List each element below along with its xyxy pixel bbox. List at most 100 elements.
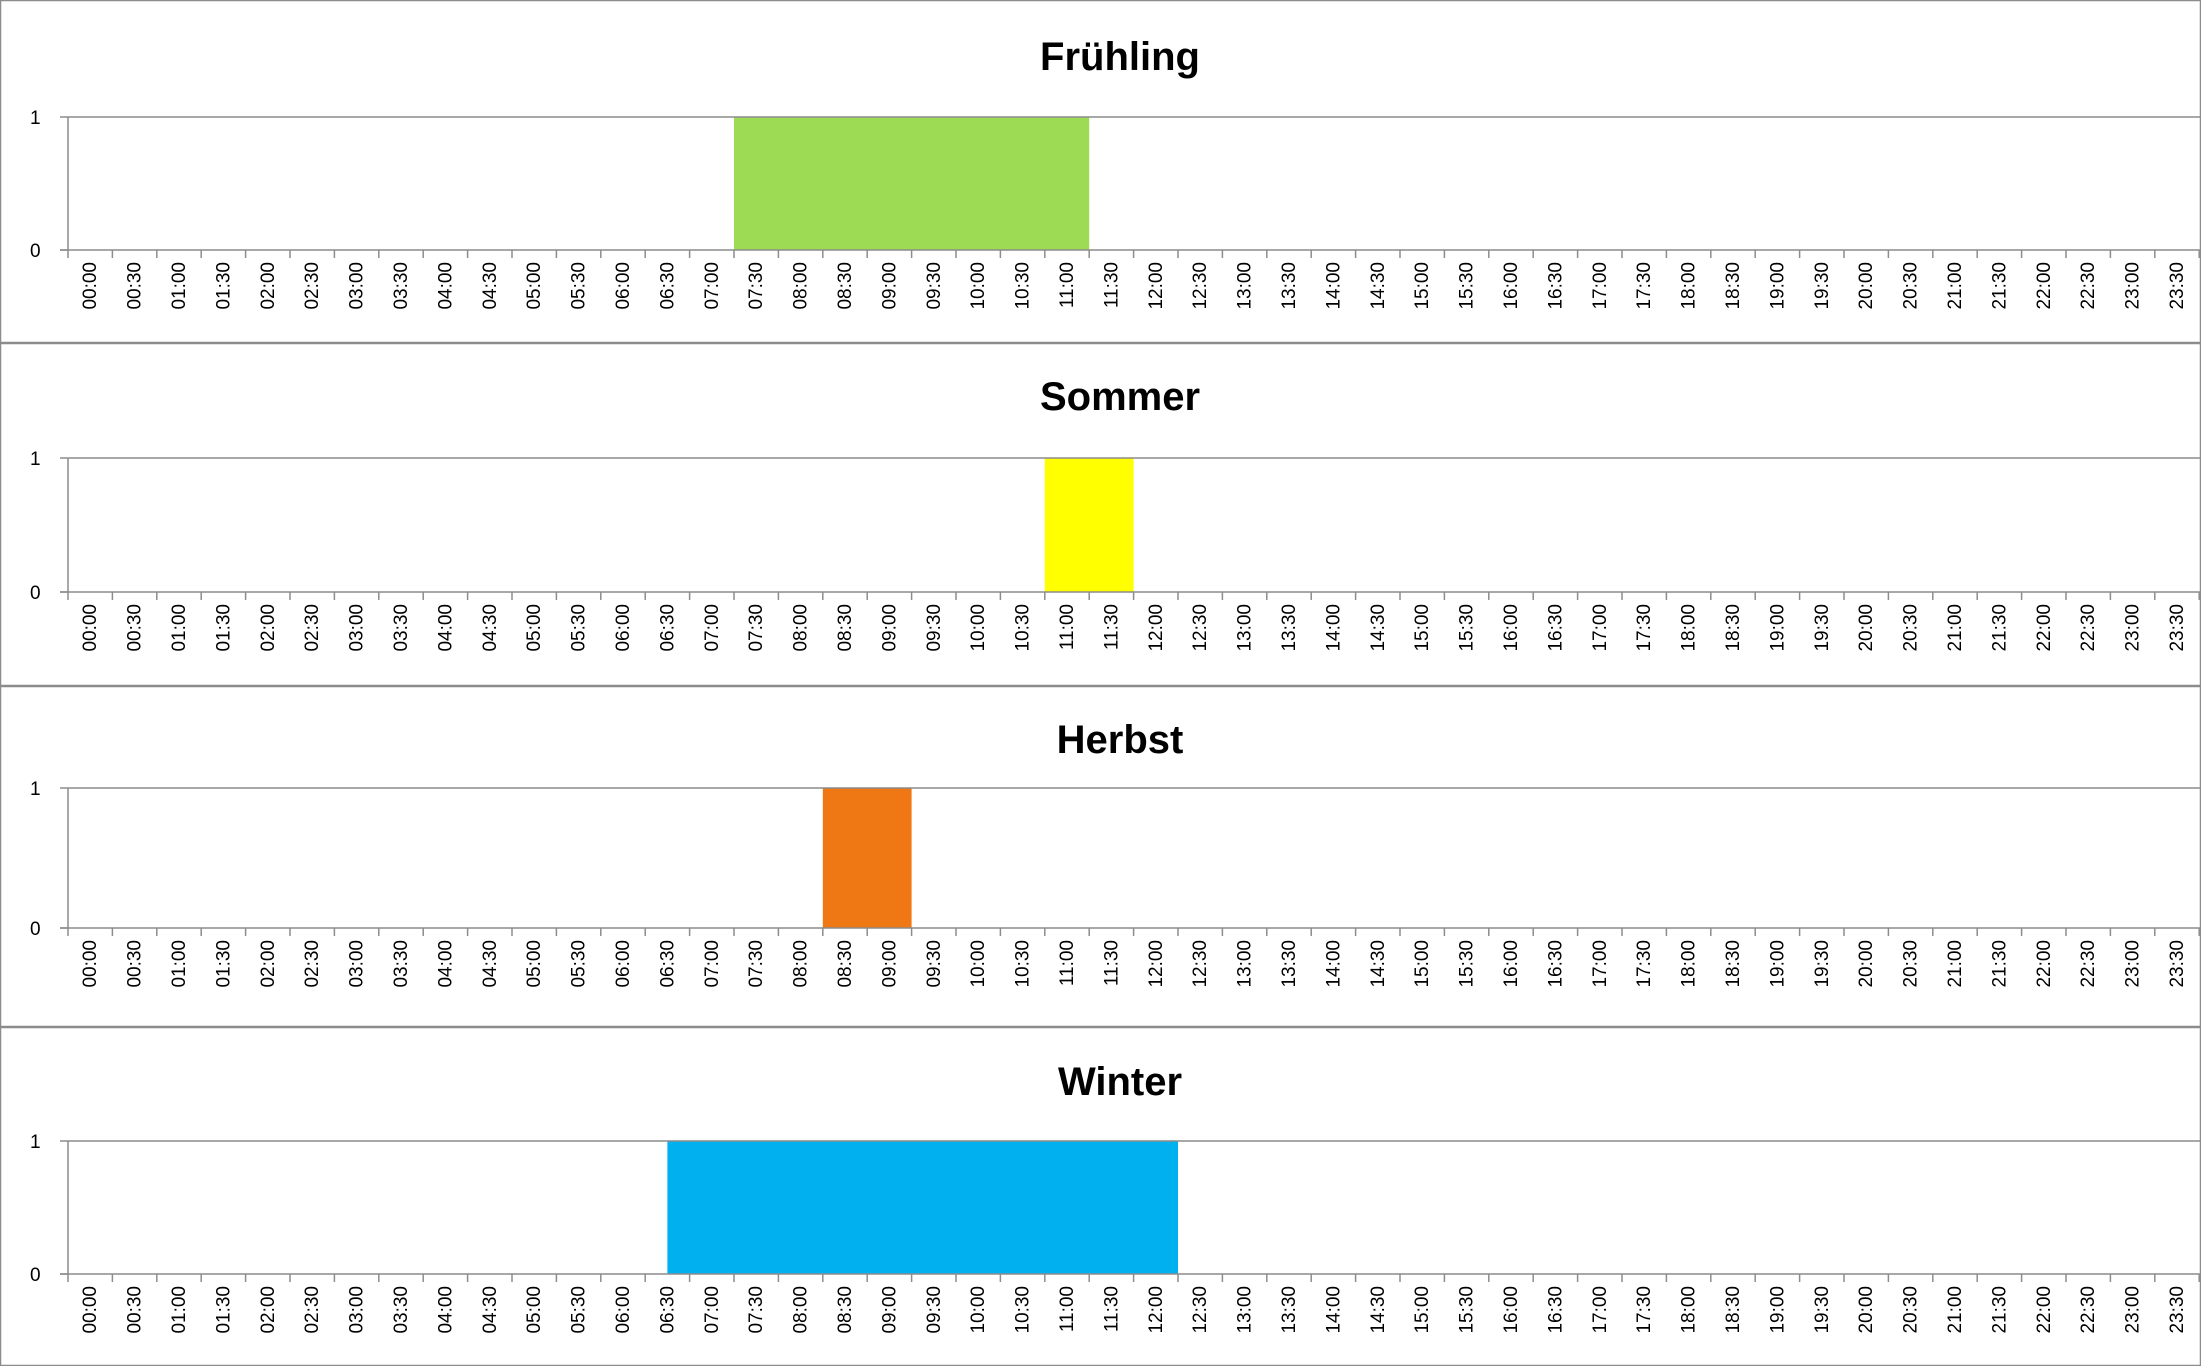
x-tick-label: 08:00 bbox=[791, 604, 812, 652]
x-tick-label: 19:30 bbox=[1812, 604, 1833, 652]
chart-panel-2: Sommer 0 1 00:00 00:30 01:00 01:30 02:00 02:30 03… bbox=[0, 342, 2201, 687]
chart-panel-1: Frühling 0 1 00:00 00:30 01:00 01:30 02:00 02:30… bbox=[0, 0, 2201, 344]
x-tick-label: 08:30 bbox=[835, 940, 856, 988]
x-tick-label: 16:30 bbox=[1545, 1286, 1566, 1334]
x-tick-label: 00:00 bbox=[80, 604, 101, 652]
x-tick-label: 00:30 bbox=[125, 1286, 146, 1334]
x-tick-label: 04:00 bbox=[435, 1286, 456, 1334]
x-tick-label: 09:30 bbox=[924, 940, 945, 988]
x-tick-label: 11:30 bbox=[1101, 940, 1122, 986]
x-tick-label: 18:30 bbox=[1723, 940, 1744, 988]
x-tick-label: 17:00 bbox=[1590, 1286, 1611, 1334]
x-tick-label: 20:30 bbox=[1901, 604, 1922, 652]
x-tick-label: 01:30 bbox=[213, 940, 234, 988]
x-tick-label: 06:00 bbox=[613, 604, 634, 652]
x-tick-label: 04:30 bbox=[480, 604, 501, 652]
bar-active-period bbox=[734, 117, 1090, 250]
x-tick-label: 19:30 bbox=[1812, 940, 1833, 988]
x-tick-label: 20:30 bbox=[1901, 1286, 1922, 1334]
x-tick-label: 01:00 bbox=[169, 940, 190, 988]
x-tick-label: 12:30 bbox=[1190, 262, 1211, 310]
x-tick-label: 15:30 bbox=[1457, 604, 1478, 652]
x-tick-label: 13:00 bbox=[1235, 1286, 1256, 1334]
y-tick-label: 0 bbox=[30, 1265, 41, 1286]
x-tick-label: 20:00 bbox=[1856, 1286, 1877, 1334]
x-tick-label: 04:00 bbox=[435, 262, 456, 310]
x-tick-label: 23:30 bbox=[2167, 1286, 2188, 1334]
x-tick-label: 12:00 bbox=[1146, 1286, 1167, 1334]
x-tick-label: 19:00 bbox=[1767, 1286, 1788, 1334]
x-tick-label: 13:30 bbox=[1279, 262, 1300, 310]
x-tick-label: 06:30 bbox=[657, 262, 678, 310]
x-tick-label: 07:00 bbox=[702, 1286, 723, 1334]
x-tick-label: 14:00 bbox=[1323, 262, 1344, 310]
x-tick-label: 06:00 bbox=[613, 1286, 634, 1334]
x-tick-label: 16:30 bbox=[1545, 940, 1566, 988]
y-tick-label: 1 bbox=[30, 779, 41, 800]
x-tick-label: 21:00 bbox=[1945, 940, 1966, 988]
x-tick-label: 14:00 bbox=[1323, 604, 1344, 652]
x-tick-label: 04:00 bbox=[435, 604, 456, 652]
x-tick-label: 22:30 bbox=[2078, 940, 2099, 988]
x-tick-label: 10:30 bbox=[1013, 262, 1034, 310]
x-tick-label: 23:30 bbox=[2167, 604, 2188, 652]
x-tick-label: 00:30 bbox=[125, 604, 146, 652]
chart-title: Herbst bbox=[1057, 718, 1184, 762]
x-tick-label: 05:30 bbox=[569, 1286, 590, 1334]
x-tick-label: 13:30 bbox=[1279, 1286, 1300, 1334]
x-tick-label: 07:00 bbox=[702, 262, 723, 310]
x-tick-label: 08:30 bbox=[835, 604, 856, 652]
x-tick-label: 04:30 bbox=[480, 940, 501, 988]
x-tick-label: 20:00 bbox=[1856, 940, 1877, 988]
x-tick-label: 07:00 bbox=[702, 940, 723, 988]
x-tick-label: 18:00 bbox=[1679, 940, 1700, 988]
x-tick-label: 15:00 bbox=[1412, 604, 1433, 652]
x-tick-label: 05:30 bbox=[569, 262, 590, 310]
x-tick-label: 10:30 bbox=[1013, 604, 1034, 652]
x-tick-label: 02:00 bbox=[258, 262, 279, 310]
bar-active-period bbox=[822, 788, 912, 928]
x-tick-label: 06:00 bbox=[613, 940, 634, 988]
y-tick-label: 1 bbox=[30, 108, 41, 129]
x-tick-label: 15:30 bbox=[1457, 1286, 1478, 1334]
x-tick-label: 21:30 bbox=[1989, 940, 2010, 988]
x-tick-label: 08:00 bbox=[791, 262, 812, 310]
x-tick-label: 17:30 bbox=[1634, 262, 1655, 310]
x-tick-label: 17:30 bbox=[1634, 940, 1655, 988]
chart-title: Winter bbox=[1058, 1060, 1182, 1104]
x-tick-label: 22:00 bbox=[2034, 262, 2055, 310]
x-tick-label: 15:00 bbox=[1412, 262, 1433, 310]
x-tick-label: 11:00 bbox=[1057, 262, 1078, 308]
x-tick-label: 06:30 bbox=[657, 1286, 678, 1334]
x-tick-label: 11:00 bbox=[1057, 1286, 1078, 1332]
x-tick-label: 12:30 bbox=[1190, 1286, 1211, 1334]
x-tick-label: 23:00 bbox=[2123, 604, 2144, 652]
x-tick-label: 16:30 bbox=[1545, 262, 1566, 310]
x-tick-label: 13:00 bbox=[1235, 940, 1256, 988]
x-tick-label: 09:30 bbox=[924, 262, 945, 310]
x-tick-label: 23:30 bbox=[2167, 940, 2188, 988]
x-tick-label: 03:00 bbox=[347, 940, 368, 988]
x-tick-label: 03:00 bbox=[347, 262, 368, 310]
bar-active-period bbox=[1044, 458, 1134, 592]
x-tick-label: 12:30 bbox=[1190, 604, 1211, 652]
x-tick-label: 02:30 bbox=[302, 604, 323, 652]
x-tick-label: 22:00 bbox=[2034, 940, 2055, 988]
x-tick-label: 13:00 bbox=[1235, 604, 1256, 652]
x-tick-label: 01:30 bbox=[213, 262, 234, 310]
x-tick-label: 16:30 bbox=[1545, 604, 1566, 652]
x-tick-label: 19:00 bbox=[1767, 604, 1788, 652]
x-tick-label: 17:00 bbox=[1590, 604, 1611, 652]
x-tick-label: 21:00 bbox=[1945, 604, 1966, 652]
x-tick-label: 15:30 bbox=[1457, 262, 1478, 310]
x-tick-label: 17:30 bbox=[1634, 604, 1655, 652]
x-tick-label: 10:30 bbox=[1013, 1286, 1034, 1334]
x-tick-label: 11:30 bbox=[1101, 604, 1122, 650]
x-tick-label: 23:30 bbox=[2167, 262, 2188, 310]
x-tick-label: 23:00 bbox=[2123, 940, 2144, 988]
x-tick-label: 20:30 bbox=[1901, 940, 1922, 988]
x-tick-label: 20:00 bbox=[1856, 262, 1877, 310]
x-tick-label: 17:00 bbox=[1590, 940, 1611, 988]
x-tick-label: 16:00 bbox=[1501, 940, 1522, 988]
